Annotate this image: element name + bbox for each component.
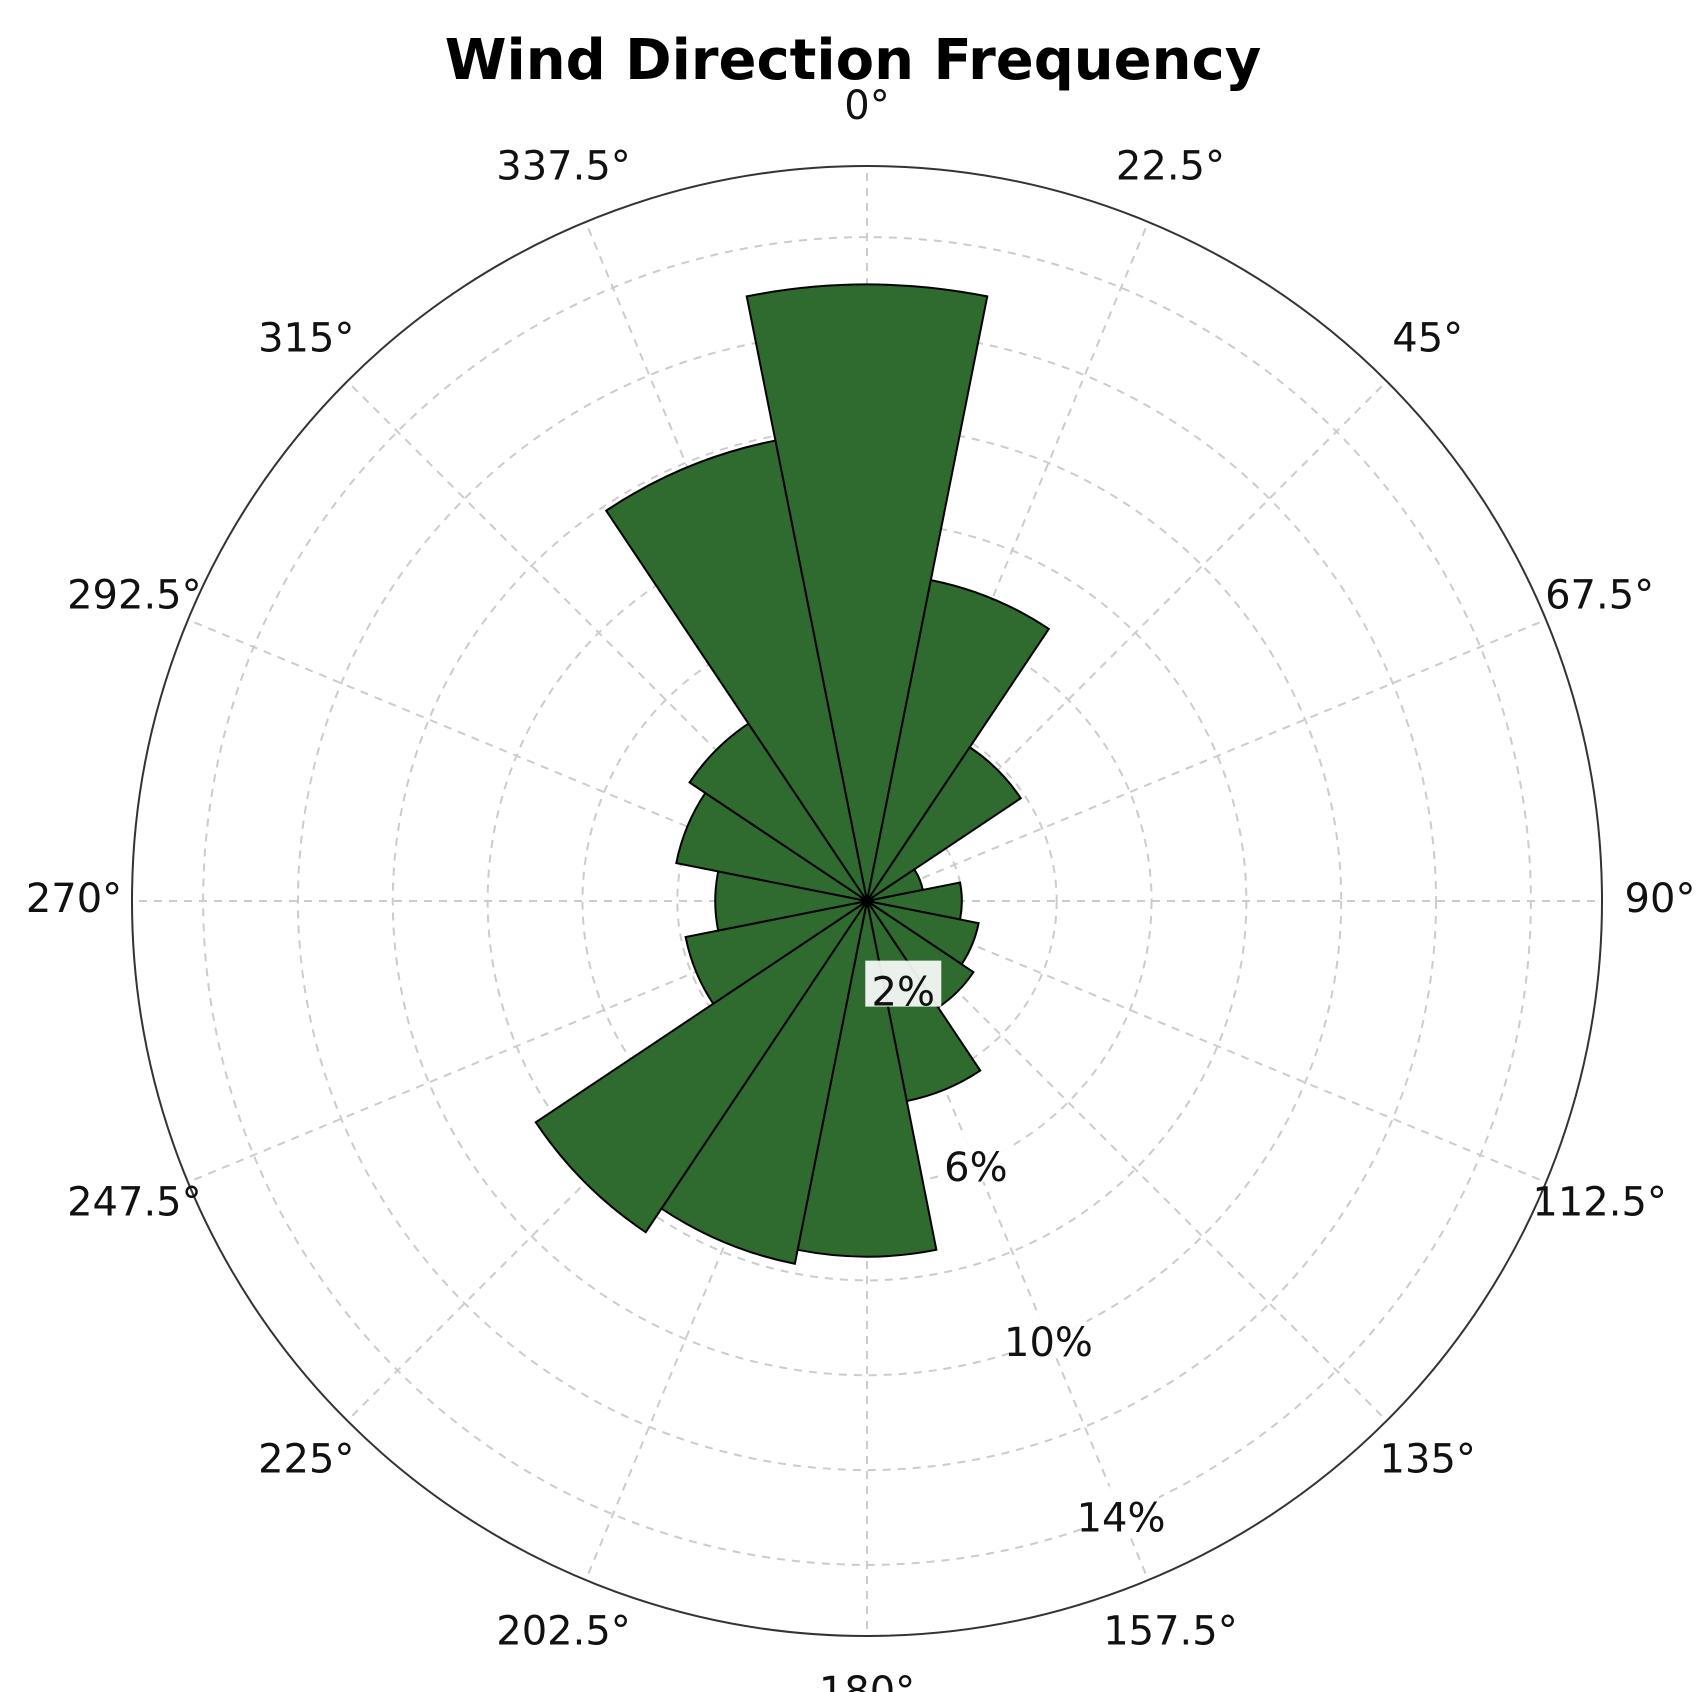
direction-label-67_5: 67.5° (1545, 573, 1654, 619)
bar-22_5 (866, 578, 1051, 902)
ring-labels: 2% 6% 10% 14% (865, 960, 1166, 1541)
direction-labels: 0° 22.5° 45° 67.5° 90° 112.5° 135° 157.5° 180° 20… (26, 83, 1696, 1692)
direction-label-45: 45° (1392, 315, 1463, 361)
grid-ring (296, 330, 1438, 1472)
direction-label-315: 315° (258, 315, 354, 361)
ring-label-2: 2% (865, 960, 942, 1016)
bar-202_5 (660, 900, 868, 1265)
grid-spoke (866, 900, 1547, 1184)
direction-label-157_5: 157.5° (1103, 1609, 1238, 1655)
bars (534, 283, 1051, 1265)
svg-text:10%: 10% (1004, 1320, 1093, 1366)
direction-label-292_5: 292.5° (67, 573, 202, 619)
bar-45 (866, 745, 1023, 902)
direction-label-0: 0° (844, 83, 889, 129)
ring-label-14: 14% (1077, 1486, 1166, 1541)
bar-337_5 (604, 439, 868, 902)
bar-180 (796, 900, 938, 1258)
outer-ring (131, 165, 1603, 1637)
ring-label-10: 10% (1004, 1311, 1093, 1366)
svg-text:14%: 14% (1077, 1495, 1166, 1541)
svg-text:2%: 2% (872, 970, 935, 1016)
direction-label-180: 180° (819, 1669, 915, 1692)
direction-label-135: 135° (1380, 1437, 1476, 1483)
grid-ring (676, 710, 1058, 1092)
direction-label-225: 225° (258, 1437, 354, 1483)
direction-label-202_5: 202.5° (496, 1609, 631, 1655)
bar-225 (534, 900, 868, 1234)
direction-label-112_5: 112.5° (1532, 1179, 1667, 1225)
bar-0 (745, 283, 989, 902)
ring-label-6: 6% (937, 1135, 1014, 1191)
direction-label-247_5: 247.5° (67, 1179, 202, 1225)
direction-label-90: 90° (1625, 876, 1696, 922)
grid-spoke (866, 618, 1547, 902)
direction-label-337_5: 337.5° (496, 143, 631, 189)
bar-247_5 (684, 900, 868, 1006)
chart-title: Wind Direction Frequency (444, 28, 1262, 93)
grid-ring (391, 425, 1343, 1377)
direction-label-270: 270° (26, 876, 122, 922)
svg-text:6%: 6% (944, 1145, 1007, 1191)
direction-label-22_5: 22.5° (1116, 143, 1225, 189)
